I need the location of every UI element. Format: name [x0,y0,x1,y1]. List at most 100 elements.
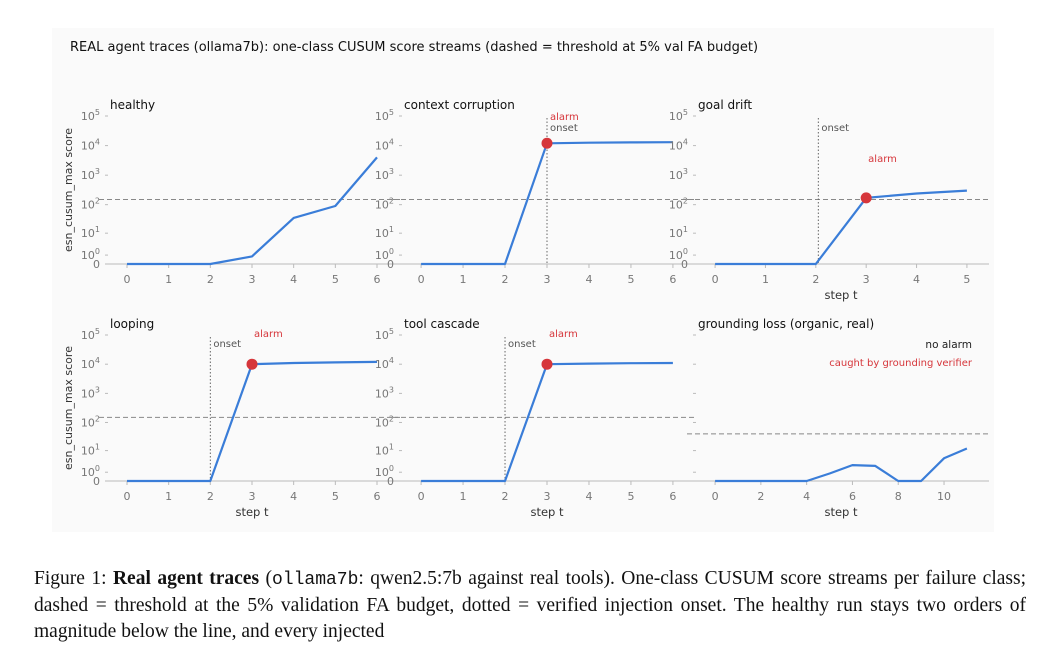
onset-label: onset [821,123,849,134]
figure-background [52,28,994,532]
score-series-line [127,156,378,266]
figure-caption: Figure 1: Real agent traces (ollama7b: q… [34,566,1026,645]
x-tick-label: 0 [712,273,719,286]
y-tick-label: 105 [81,108,100,123]
y-tick-label: 100 [375,464,394,479]
x-tick-label: 3 [544,273,551,286]
x-tick-label: 2 [812,273,819,286]
caption-model-name: ollama7b [271,570,359,590]
y-tick-label: 104 [669,138,688,153]
caption-prefix: Figure 1: [34,568,113,589]
y-tick-label: 103 [375,167,394,182]
x-tick-label: 5 [963,273,970,286]
y-tick-label: 100 [375,247,394,262]
x-tick-label: 1 [165,273,172,286]
y-tick-label: 105 [375,327,394,342]
x-tick-label: 5 [627,273,634,286]
panel-title: looping [110,317,154,331]
caption-paren: ( [259,568,272,589]
y-tick-label: 102 [81,197,100,212]
y-tick-label: 102 [375,197,394,212]
panel-title: goal drift [698,98,752,112]
x-tick-label: 1 [762,273,769,286]
x-tick-label: 5 [332,490,339,503]
x-tick-label: 6 [374,490,381,503]
x-tick-label: 2 [757,490,764,503]
x-tick-label: 5 [332,273,339,286]
x-tick-label: 2 [502,273,509,286]
grounding-verifier-label: caught by grounding verifier [829,358,973,369]
figure-canvas: REAL agent traces (ollama7b): one-class … [52,28,994,532]
x-tick-label: 3 [249,490,256,503]
panel-title: grounding loss (organic, real) [698,317,874,331]
alarm-marker [860,192,872,204]
alarm-label: alarm [549,329,578,340]
y-tick-label: 103 [375,385,394,400]
no-alarm-label: no alarm [925,339,972,351]
x-tick-label: 2 [207,273,214,286]
panel-grounding-loss-organic-real-: grounding loss (organic, real) 0 2 4 6 8 10 ste… [687,317,991,519]
y-tick-label: 103 [81,167,100,182]
onset-label: onset [508,339,536,350]
y-tick-label: 104 [375,356,394,371]
y-tick-label: 0 [387,475,394,488]
y-tick-label: 100 [81,247,100,262]
x-axis-label: step t [235,505,269,519]
y-tick-label: 0 [681,258,688,271]
x-tick-label: 0 [712,490,719,503]
x-axis-label: step t [824,288,858,302]
y-tick-label: 101 [669,225,688,240]
x-tick-label: 8 [895,490,902,503]
x-tick-label: 0 [124,273,131,286]
y-tick-label: 100 [81,464,100,479]
x-tick-label: 5 [627,490,634,503]
y-tick-label: 104 [375,138,394,153]
x-axis-label: step t [824,505,858,519]
y-tick-label: 105 [375,108,394,123]
y-tick-label: 0 [387,258,394,271]
x-tick-label: 4 [803,490,810,503]
y-tick-label: 102 [375,414,394,429]
y-tick-label: 105 [669,108,688,123]
x-tick-label: 6 [374,273,381,286]
y-tick-label: 102 [669,197,688,212]
alarm-label: alarm [550,112,579,123]
onset-label: onset [550,123,578,134]
x-tick-label: 4 [290,490,297,503]
y-tick-label: 102 [81,414,100,429]
x-tick-label: 0 [418,490,425,503]
y-tick-label: 104 [81,356,100,371]
y-tick-label: 0 [93,258,100,271]
x-axis-label: step t [530,505,564,519]
y-axis-label: esn_cusum_max score [62,346,75,470]
y-tick-label: 101 [375,225,394,240]
alarm-marker [246,358,258,370]
panel-title: context corruption [404,98,515,112]
x-tick-label: 0 [418,273,425,286]
score-series-line [715,447,968,483]
y-tick-label: 101 [375,443,394,458]
x-tick-label: 3 [863,273,870,286]
y-tick-label: 100 [669,247,688,262]
x-tick-label: 4 [585,490,592,503]
caption-body: : qwen2.5:7b against real tools). One-cl… [34,568,1026,642]
x-tick-label: 6 [669,273,676,286]
x-tick-label: 2 [502,490,509,503]
alarm-marker [541,358,553,370]
y-tick-label: 101 [81,443,100,458]
x-tick-label: 0 [124,490,131,503]
panel-title: healthy [110,98,155,112]
y-tick-label: 0 [93,475,100,488]
x-tick-label: 10 [937,490,951,503]
x-tick-label: 4 [290,273,297,286]
y-axis-label: esn_cusum_max score [62,128,75,252]
x-tick-label: 3 [544,490,551,503]
x-tick-label: 3 [249,273,256,286]
y-tick-label: 101 [81,225,100,240]
y-tick-label: 104 [81,138,100,153]
